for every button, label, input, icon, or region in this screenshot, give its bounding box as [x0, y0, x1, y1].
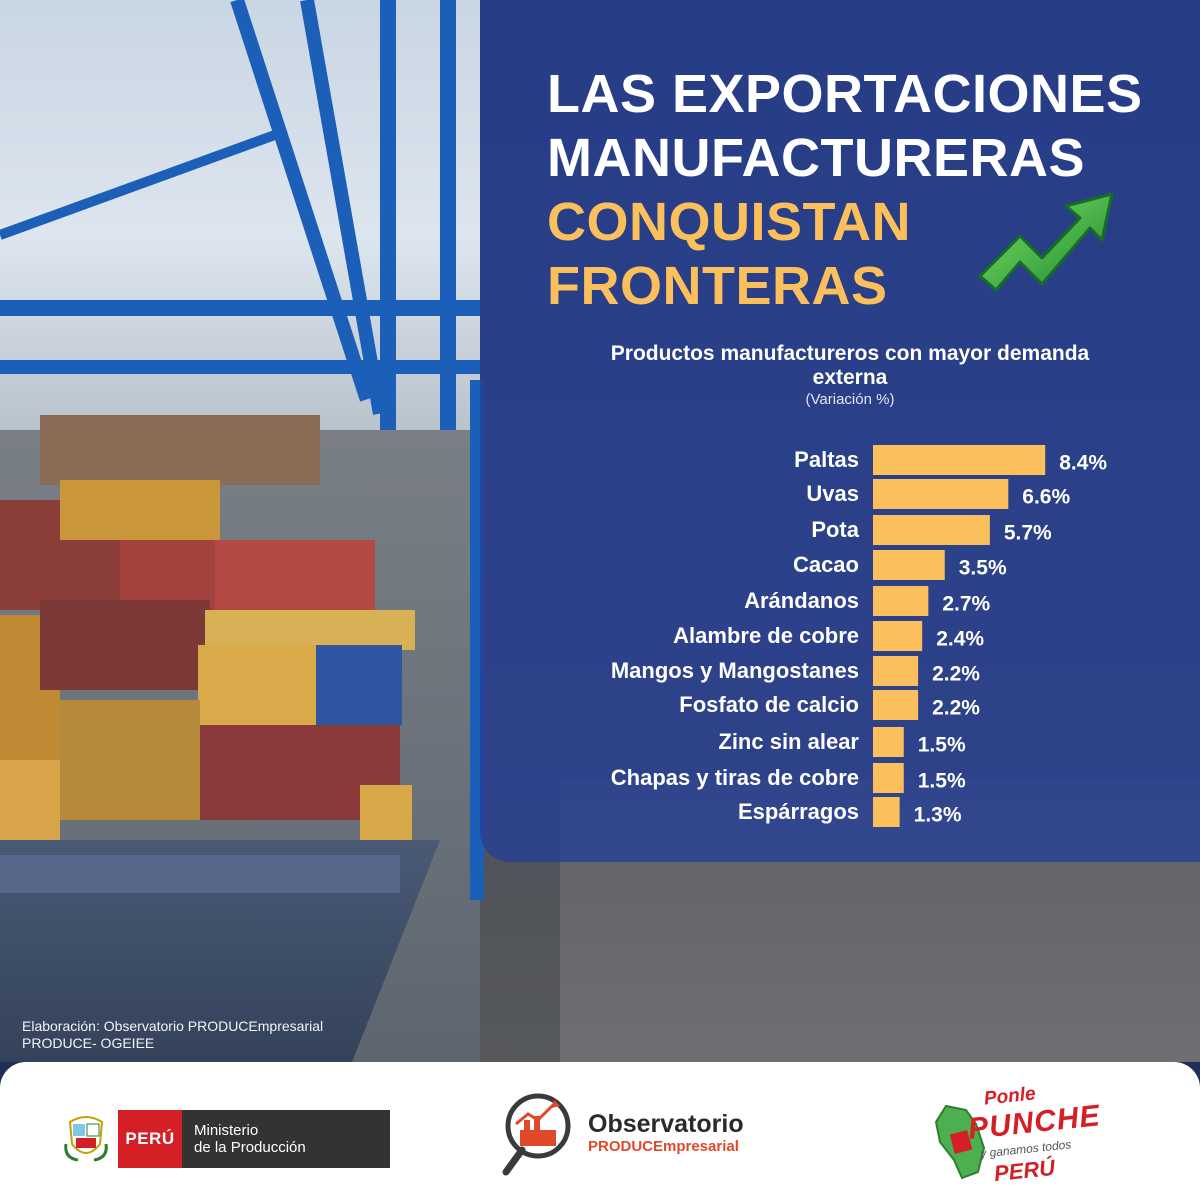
observatorio-subname: PRODUCEmpresarial	[588, 1138, 739, 1155]
page-title: LAS EXPORTACIONES MANUFACTURERAS CONQUIS…	[547, 62, 1143, 318]
title-line-highlight: FRONTERAS	[547, 256, 888, 316]
chart-subtitle: (Variación %)	[805, 391, 895, 408]
ponle-punche-logo: Ponle PUNCHE y ganamos todos PERÚ	[928, 1080, 1102, 1190]
crane-strut	[380, 0, 396, 430]
container-stack	[205, 610, 415, 650]
observatorio-name: Observatorio	[588, 1110, 744, 1138]
title-line-highlight: CONQUISTAN	[547, 192, 911, 252]
container-stack	[40, 415, 320, 485]
title-line: MANUFACTURERAS	[547, 128, 1085, 188]
container-stack	[215, 540, 375, 610]
ministry-label: Ministerio de la Producción	[182, 1110, 390, 1168]
peru-label: PERÚ	[118, 1110, 182, 1168]
container-stack	[360, 785, 412, 845]
observatorio-wordmark: Observatorio PRODUCEmpresarial	[588, 1110, 744, 1156]
peru-map-icon	[934, 1104, 986, 1180]
footer: PERÚ Ministerio de la Producción Observa…	[0, 1062, 1200, 1200]
source-note: Elaboración: Observatorio PRODUCEmpresar…	[22, 1018, 323, 1052]
container-stack	[316, 645, 402, 725]
trend-up-arrow-icon	[978, 192, 1114, 292]
overlay-panel	[480, 0, 1200, 862]
chart-heading: Productos manufactureros con mayor deman…	[600, 342, 1100, 410]
container-stack	[40, 600, 210, 690]
crane-beam	[0, 300, 480, 316]
crane-beam	[0, 360, 480, 374]
ministry-logo: PERÚ Ministerio de la Producción	[64, 1108, 390, 1170]
ship-hull-band	[0, 855, 400, 893]
ministry-line: de la Producción	[194, 1139, 306, 1156]
sky	[0, 0, 480, 430]
container-stack	[198, 645, 318, 725]
magnifier-factory-icon	[502, 1093, 571, 1176]
container-stack	[60, 480, 220, 540]
observatorio-logo: Observatorio PRODUCEmpresarial	[500, 1090, 744, 1176]
container-stack	[0, 760, 60, 840]
punche-text: PERÚ	[992, 1154, 1057, 1187]
source-line: Elaboración: Observatorio PRODUCEmpresar…	[22, 1018, 324, 1034]
title-line: LAS EXPORTACIONES	[547, 64, 1143, 124]
source-line: PRODUCE- OGEIEE	[22, 1035, 155, 1051]
container-stack	[60, 700, 200, 820]
chart-title: Productos manufactureros con mayor deman…	[610, 342, 1090, 389]
coat-of-arms-icon	[64, 1116, 108, 1162]
crane-strut	[440, 0, 456, 430]
ministry-wordmark: PERÚ Ministerio de la Producción	[118, 1110, 390, 1168]
ministry-line: Ministerio	[194, 1122, 259, 1139]
